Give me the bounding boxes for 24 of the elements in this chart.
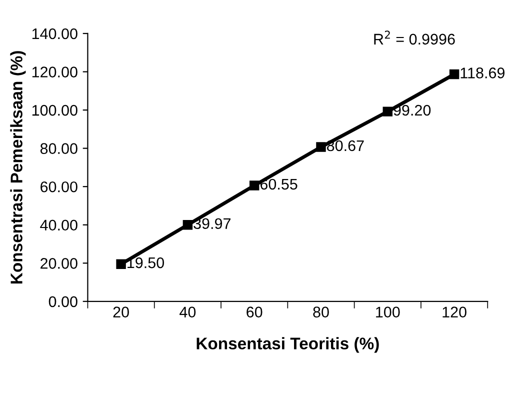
x-tick-label: 20 [113, 306, 129, 318]
x-tick-label: 60 [246, 306, 262, 318]
point [382, 106, 393, 116]
x-tick-label: 120 [442, 306, 466, 318]
y-tick-label: 0.00 [48, 296, 78, 308]
annotation: R$^{2}$ = 0.9996 [374, 30, 455, 45]
x-tick-label: 40 [180, 306, 196, 318]
x-axis-title: Konsentasi Teoritis (%) [196, 337, 379, 353]
point [249, 180, 260, 190]
point [116, 259, 126, 269]
y-tick-label: 80.00 [40, 143, 78, 154]
y-tick-label: 60.00 [40, 181, 78, 192]
data-label: 118.69 [460, 68, 505, 78]
point [316, 142, 326, 152]
x-tick-label: 100 [376, 306, 400, 318]
y-tick-label: 20.00 [40, 258, 78, 269]
y-axis-title: Konsentrasi Pemeriksaan (%) [10, 51, 26, 284]
point [449, 69, 460, 80]
y-tick-label: 140.00 [32, 28, 78, 40]
y-tick-label: 40.00 [40, 220, 78, 231]
y-tick-label: 120.00 [32, 66, 78, 78]
point [182, 220, 193, 230]
y-tick-label: 100.00 [32, 104, 78, 116]
x-tick-label: 80 [313, 306, 329, 318]
